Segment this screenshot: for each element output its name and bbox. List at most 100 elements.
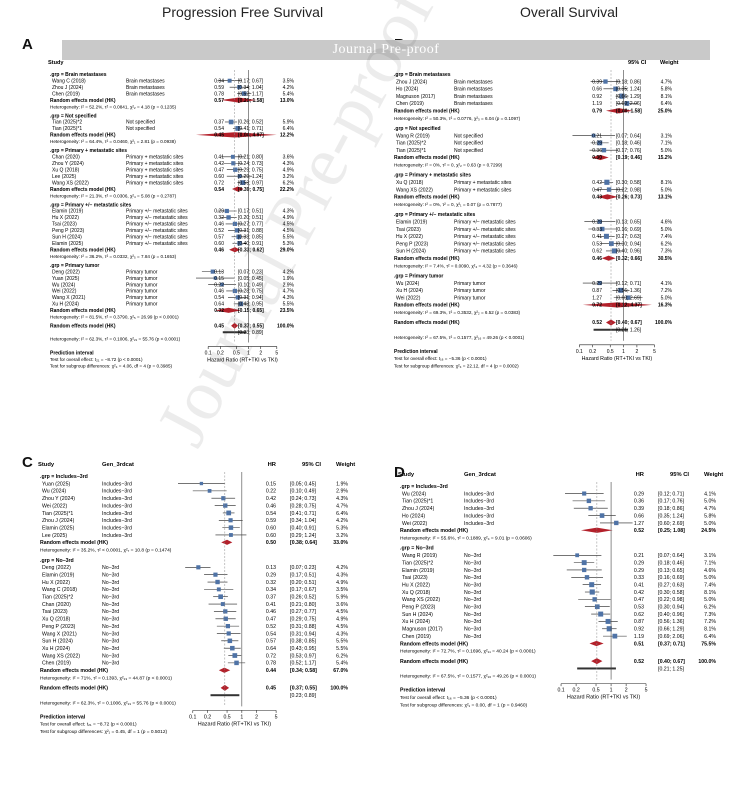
x-tick-label: 1 [240,714,243,720]
header-category: Gen_3rdcat [102,462,134,468]
subgroup-heterogeneity: Heterogeneity: I² = 55.6%, τ² = 0.1889, … [400,535,532,541]
study-category: Includes−3rd [464,506,494,512]
study-hr: 0.22 [266,489,276,495]
os-title: Overall Survival [520,4,619,20]
study-hr: 0.41 [214,155,224,161]
subgroup-weight: 22.2% [280,187,295,193]
study-weight: 1.9% [336,481,348,487]
study-box [619,93,625,99]
study-box [233,167,238,172]
study-category: Primary tumor [126,282,158,288]
study-weight: 3.1% [661,133,673,139]
subgroup-title: .grp = Not specified [50,113,97,119]
study-box [582,567,587,573]
study-box [220,282,224,287]
study-ci: [0.52; 1.17] [290,661,317,667]
study-hr: 0.13 [214,269,224,275]
study-box [230,645,235,651]
study-category: Brain metastases [126,85,165,91]
study-hr: 0.59 [266,518,276,524]
subgroup-heterogeneity: Heterogeneity: I² = 52.2%, τ² = 0.0841, … [50,104,177,109]
study-name: Lee (2025) [42,533,67,539]
header-weight: Weight [336,462,355,468]
overall-hr: 0.45 [266,686,276,692]
x-tick-label: 0.5 [223,714,230,720]
x-tick-label: 0.1 [557,688,564,694]
study-ci: [0.17; 0.67] [238,78,264,84]
study-ci: [0.60; 2.69] [658,521,685,527]
study-box [604,179,610,185]
study-hr: 0.59 [214,85,224,91]
study-box [605,618,611,624]
subgroup-title: .grp = Primary tumor [50,263,99,269]
subgroup-ci: [0.19; 0.46] [616,155,642,161]
study-category: No−3rd [102,609,119,615]
study-ci: [0.10; 0.49] [238,282,264,288]
study-category: Primary + metastatic sites [454,180,512,186]
study-category: Primary tumor [126,276,158,282]
study-weight: 7.4% [704,582,716,588]
study-category: Brain metastases [126,91,165,97]
subgroup-heterogeneity: Heterogeneity: I² = 64.4%, τ² = 0.0460, … [50,139,176,144]
study-category: No−3rd [102,631,119,637]
study-name: Sun H (2024) [396,249,426,255]
journal-banner-text: Journal Pre-proof [332,42,440,57]
subgroup-diamond [582,302,652,308]
subgroup-re-label: Random effects model (HK) [40,668,108,674]
study-hr: 0.39 [634,506,644,512]
panel-label-d: D [394,464,405,481]
study-box [599,513,605,518]
study-ci: [0.07; 0.64] [616,133,642,139]
study-box [582,491,587,496]
study-category: Primary +/− metastatic sites [454,227,516,233]
subgroup-weight: 13.1% [658,195,673,201]
study-ci: [0.27; 0.63] [616,234,642,240]
study-box [591,133,596,138]
study-box [597,280,602,286]
study-name: Zhou J (2024) [42,518,75,524]
study-category: Not specified [126,120,155,126]
study-category: No−3rd [464,619,481,625]
x-axis-label: Hazard Ratio (RT+TKI vs TKI) [207,357,278,363]
study-hr: 0.29 [592,219,602,225]
subgroup-weight: 15.2% [658,155,673,161]
study-hr: 0.42 [634,590,644,596]
study-name: Ho (2024) [396,87,419,93]
study-ci: [0.31; 0.94] [238,295,264,301]
study-box [223,616,228,621]
study-hr: 0.13 [266,565,276,571]
subgroup-title: .grp = Includes−3rd [400,484,448,490]
study-category: Includes−3rd [102,496,132,502]
study-name: Wang XS (2022) [42,653,80,659]
subgroup-hr: 0.51 [634,641,644,647]
study-category: No−3rd [102,639,119,645]
subgroup-hr: 0.45 [214,133,224,139]
subgroup-re-label: Random effects model (HK) [394,256,460,262]
study-category: Primary +/− metastatic sites [126,215,188,221]
study-category: No−3rd [102,602,119,608]
study-name: Peng P (2023) [42,624,76,630]
subgroup-ci: [0.15; 0.65] [238,308,264,314]
subgroup-diamond [597,194,618,200]
study-hr: 0.46 [214,222,224,228]
study-weight: 4.3% [283,295,295,301]
test-subgroup-differences: Test for subgroup differences: χ²₄ = 4.0… [50,363,173,368]
prediction-ci: [0.21; 1.25] [658,666,685,672]
study-box [235,126,241,131]
study-name: Tian (2025)*1 [42,511,73,517]
study-category: Primary +/− metastatic sites [126,228,188,234]
study-weight: 4.2% [336,518,348,524]
study-weight: 5.0% [661,187,673,193]
subgroup-weight: 25.0% [658,109,673,115]
prediction-label: Prediction interval [40,714,86,720]
study-ci: [0.29; 0.75] [238,167,264,173]
study-category: No−3rd [102,580,119,586]
study-name: Hu X (2022) [52,215,79,221]
subgroup-weight: 12.2% [280,133,295,139]
forest-svg-d: Study Gen_3rdcat HR 95% CI Weight .grp = Incl… [398,472,723,708]
study-box [597,219,602,224]
subgroup-ci: [0.25; 1.08] [658,528,685,534]
study-category: Includes−3rd [102,511,132,517]
study-hr: 0.32 [214,215,224,221]
